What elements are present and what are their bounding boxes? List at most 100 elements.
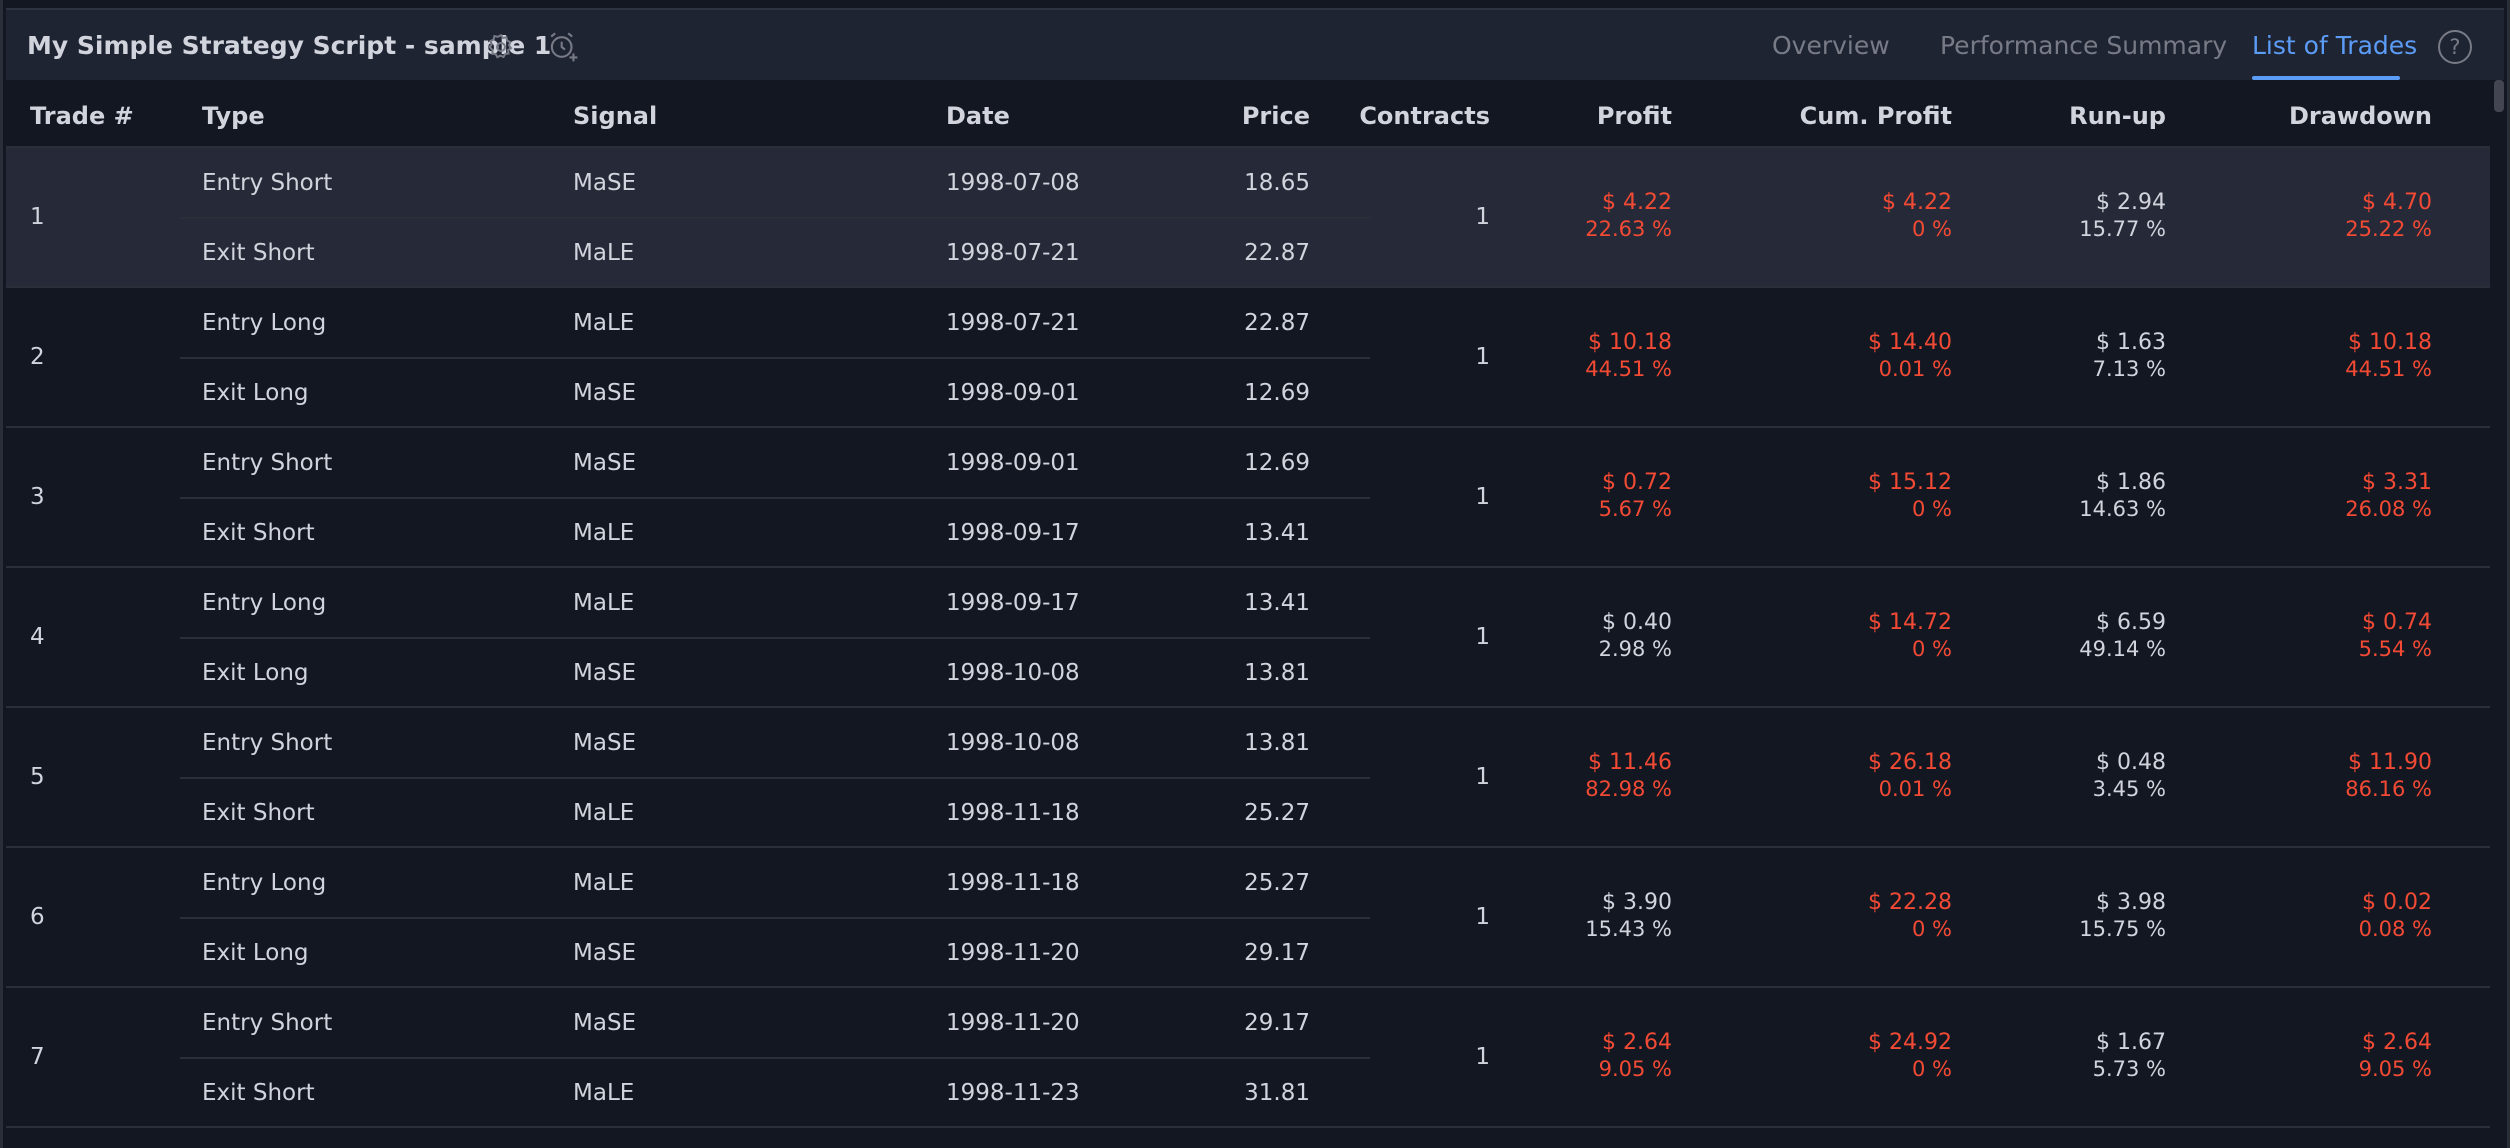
run-up-value: $ 1.67	[2096, 1030, 2166, 1055]
exit-price: 22.87	[1244, 240, 1310, 266]
profit-percent: 15.43 %	[1585, 917, 1672, 941]
run-up: $ 1.86 14.63 %	[2079, 470, 2166, 522]
trade-rows: 1 Entry Short MaSE 1998-07-08 18.65 Exit…	[6, 148, 2490, 1128]
run-up-value: $ 1.86	[2096, 470, 2166, 495]
run-up-percent: 49.14 %	[2079, 637, 2166, 661]
strategy-title: My Simple Strategy Script - sample 1	[27, 31, 552, 60]
entry-price: 25.27	[1244, 870, 1310, 896]
drawdown-percent: 26.08 %	[2345, 497, 2432, 521]
exit-type: Exit Long	[202, 380, 309, 406]
drawdown-value: $ 10.18	[2348, 330, 2432, 355]
profit-percent: 5.67 %	[1598, 497, 1672, 521]
col-price[interactable]: Price	[1241, 102, 1310, 130]
col-run-up[interactable]: Run-up	[2069, 102, 2166, 130]
entry-date: 1998-07-08	[946, 170, 1080, 196]
run-up: $ 6.59 49.14 %	[2079, 610, 2166, 662]
cum-profit: $ 15.12 0 %	[1868, 470, 1952, 522]
strategy-toolbar: My Simple Strategy Script - sample 1 Ove…	[6, 8, 2504, 80]
col-contracts[interactable]: Contracts	[1359, 102, 1490, 130]
run-up-percent: 15.75 %	[2079, 917, 2166, 941]
cum-profit-value: $ 26.18	[1868, 750, 1952, 775]
exit-signal: MaLE	[573, 800, 635, 826]
col-trade-num[interactable]: Trade #	[30, 102, 134, 130]
run-up: $ 0.48 3.45 %	[2093, 750, 2166, 802]
run-up-percent: 15.77 %	[2079, 217, 2166, 241]
entry-type: Entry Short	[202, 730, 333, 756]
entry-date: 1998-11-20	[946, 1010, 1080, 1036]
trade-number: 5	[30, 764, 45, 790]
contracts: 1	[1475, 904, 1490, 930]
cum-profit-percent: 0 %	[1912, 217, 1952, 241]
drawdown-value: $ 11.90	[2348, 750, 2432, 775]
table-row[interactable]: 3 Entry Short MaSE 1998-09-01 12.69 Exit…	[6, 428, 2490, 568]
row-divider	[180, 777, 1370, 779]
profit-value: $ 11.46	[1588, 750, 1672, 775]
help-icon[interactable]: ?	[2438, 30, 2472, 64]
table-row[interactable]: 1 Entry Short MaSE 1998-07-08 18.65 Exit…	[6, 148, 2490, 288]
trade-number: 7	[30, 1044, 45, 1070]
run-up-value: $ 1.63	[2096, 330, 2166, 355]
cum-profit: $ 4.22 0 %	[1882, 190, 1952, 242]
row-divider	[180, 497, 1370, 499]
exit-price: 25.27	[1244, 800, 1310, 826]
trades-table: Trade # Type Signal Date Price Contracts…	[6, 80, 2490, 1128]
profit-percent: 2.98 %	[1598, 637, 1672, 661]
profit-percent: 9.05 %	[1598, 1057, 1672, 1081]
col-drawdown[interactable]: Drawdown	[2288, 102, 2432, 130]
entry-type: Entry Long	[202, 590, 327, 616]
run-up-value: $ 0.48	[2096, 750, 2166, 775]
row-divider	[180, 917, 1370, 919]
entry-type: Entry Short	[202, 450, 333, 476]
drawdown-value: $ 0.02	[2362, 890, 2432, 915]
entry-date: 1998-07-21	[946, 310, 1080, 336]
cum-profit-percent: 0.01 %	[1878, 777, 1952, 801]
drawdown: $ 2.64 9.05 %	[2359, 1030, 2432, 1082]
gear-icon[interactable]	[482, 28, 520, 66]
cum-profit-value: $ 14.72	[1868, 610, 1952, 635]
entry-date: 1998-10-08	[946, 730, 1080, 756]
col-signal[interactable]: Signal	[573, 102, 658, 130]
col-date[interactable]: Date	[946, 102, 1010, 130]
exit-date: 1998-11-20	[946, 940, 1080, 966]
alarm-add-icon[interactable]	[544, 28, 582, 66]
entry-signal: MaSE	[573, 450, 637, 476]
profit-value: $ 2.64	[1602, 1030, 1672, 1055]
row-divider	[180, 217, 1370, 219]
col-cum-profit[interactable]: Cum. Profit	[1799, 102, 1952, 130]
tab-overview[interactable]: Overview	[1772, 31, 1890, 60]
entry-type: Entry Short	[202, 1010, 333, 1036]
contracts: 1	[1475, 484, 1490, 510]
profit-percent: 82.98 %	[1585, 777, 1672, 801]
drawdown: $ 0.02 0.08 %	[2359, 890, 2432, 942]
contracts: 1	[1475, 204, 1490, 230]
entry-price: 13.41	[1244, 590, 1310, 616]
tab-performance-summary[interactable]: Performance Summary	[1940, 31, 2228, 60]
profit: $ 0.40 2.98 %	[1599, 610, 1672, 662]
table-row[interactable]: 4 Entry Long MaLE 1998-09-17 13.41 Exit …	[6, 568, 2490, 708]
exit-date: 1998-10-08	[946, 660, 1080, 686]
drawdown-percent: 9.05 %	[2358, 1057, 2432, 1081]
contracts: 1	[1475, 1044, 1490, 1070]
col-profit[interactable]: Profit	[1596, 102, 1672, 130]
entry-price: 22.87	[1244, 310, 1310, 336]
cum-profit: $ 24.92 0 %	[1868, 1030, 1952, 1082]
exit-date: 1998-07-21	[946, 240, 1080, 266]
table-row[interactable]: 6 Entry Long MaLE 1998-11-18 25.27 Exit …	[6, 848, 2490, 988]
contracts: 1	[1475, 764, 1490, 790]
drawdown-percent: 5.54 %	[2358, 637, 2432, 661]
exit-signal: MaLE	[573, 520, 635, 546]
table-row[interactable]: 7 Entry Short MaSE 1998-11-20 29.17 Exit…	[6, 988, 2490, 1128]
entry-price: 13.81	[1244, 730, 1310, 756]
exit-type: Exit Long	[202, 940, 309, 966]
profit-value: $ 4.22	[1602, 190, 1672, 215]
cum-profit-percent: 0 %	[1912, 637, 1952, 661]
table-row[interactable]: 5 Entry Short MaSE 1998-10-08 13.81 Exit…	[6, 708, 2490, 848]
profit: $ 2.64 9.05 %	[1599, 1030, 1672, 1082]
profit-percent: 44.51 %	[1585, 357, 1672, 381]
tab-list-of-trades[interactable]: List of Trades	[2252, 31, 2418, 60]
col-type[interactable]: Type	[202, 102, 265, 130]
profit: $ 0.72 5.67 %	[1599, 470, 1672, 522]
table-row[interactable]: 2 Entry Long MaLE 1998-07-21 22.87 Exit …	[6, 288, 2490, 428]
vertical-scrollbar[interactable]	[2494, 80, 2504, 112]
